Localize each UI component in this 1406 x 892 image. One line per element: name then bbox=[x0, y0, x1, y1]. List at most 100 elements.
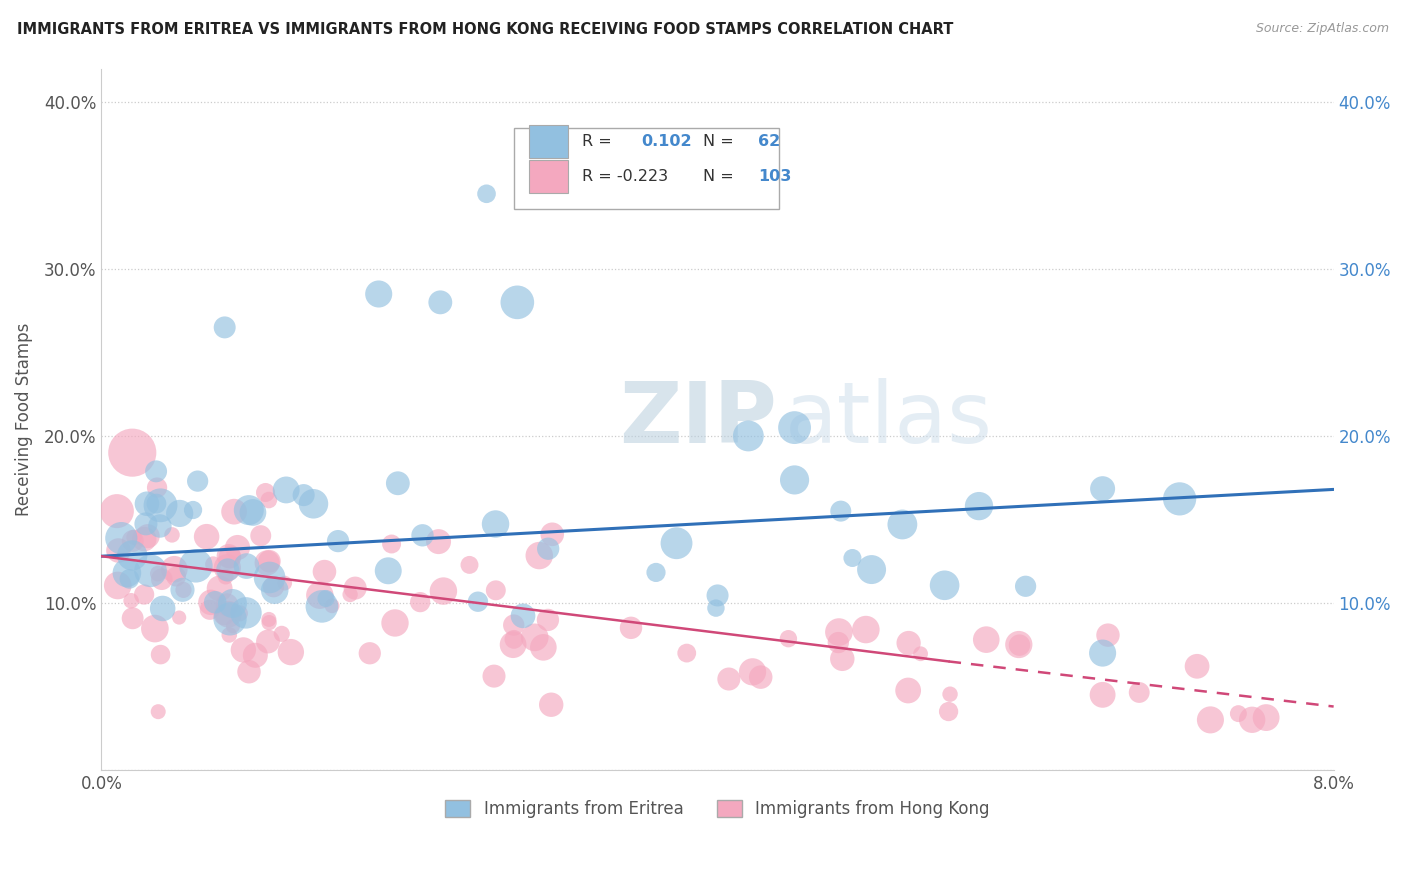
Point bbox=[359, 646, 381, 660]
Point bbox=[280, 645, 302, 659]
Point bbox=[783, 420, 806, 434]
Point bbox=[706, 589, 728, 603]
Point bbox=[704, 601, 727, 615]
Point bbox=[778, 632, 800, 646]
Point bbox=[152, 601, 174, 615]
Point bbox=[675, 646, 697, 660]
Point bbox=[212, 607, 235, 622]
Point bbox=[749, 670, 772, 684]
Point bbox=[134, 587, 156, 601]
FancyBboxPatch shape bbox=[529, 160, 568, 194]
Point bbox=[1008, 638, 1031, 652]
Point bbox=[737, 429, 759, 443]
Point bbox=[221, 597, 243, 611]
Point bbox=[169, 507, 191, 521]
Point bbox=[427, 534, 450, 549]
Point bbox=[326, 534, 349, 549]
Point bbox=[219, 550, 242, 565]
Text: 62: 62 bbox=[758, 134, 780, 149]
Legend: Immigrants from Eritrea, Immigrants from Hong Kong: Immigrants from Eritrea, Immigrants from… bbox=[439, 793, 997, 825]
Point bbox=[110, 531, 132, 545]
Point bbox=[860, 563, 883, 577]
Point bbox=[215, 598, 238, 612]
Point bbox=[232, 643, 254, 657]
Point bbox=[827, 635, 849, 649]
Point bbox=[214, 569, 236, 583]
Point bbox=[134, 532, 156, 546]
Point bbox=[135, 516, 157, 531]
Text: N =: N = bbox=[703, 134, 734, 149]
Point bbox=[149, 499, 172, 513]
Point bbox=[897, 636, 920, 650]
Point bbox=[1168, 491, 1191, 506]
Text: Source: ZipAtlas.com: Source: ZipAtlas.com bbox=[1256, 22, 1389, 36]
Text: ZIP: ZIP bbox=[619, 377, 776, 461]
Point bbox=[238, 503, 260, 517]
Point bbox=[257, 615, 280, 630]
Point bbox=[217, 607, 239, 622]
Text: 0.102: 0.102 bbox=[641, 134, 692, 149]
Point bbox=[245, 648, 267, 663]
Text: N =: N = bbox=[703, 169, 734, 184]
Point bbox=[367, 287, 389, 301]
Point bbox=[259, 554, 281, 568]
Point bbox=[302, 497, 325, 511]
Point bbox=[321, 599, 343, 613]
Point bbox=[939, 687, 962, 701]
Text: 103: 103 bbox=[758, 169, 792, 184]
Point bbox=[645, 566, 668, 580]
Point bbox=[1199, 713, 1222, 727]
Point bbox=[717, 672, 740, 686]
Text: atlas: atlas bbox=[786, 377, 993, 461]
Point bbox=[1008, 638, 1031, 652]
Point bbox=[897, 683, 920, 698]
Point bbox=[121, 549, 143, 563]
Point bbox=[115, 566, 138, 580]
Point bbox=[222, 619, 245, 633]
Point bbox=[537, 541, 560, 556]
Point bbox=[830, 504, 852, 518]
Point bbox=[276, 483, 298, 497]
Point bbox=[263, 580, 285, 594]
Point bbox=[202, 558, 225, 572]
Point bbox=[783, 473, 806, 487]
Point bbox=[540, 698, 562, 712]
Point bbox=[409, 595, 432, 609]
Point bbox=[314, 565, 336, 579]
Point bbox=[315, 591, 337, 606]
Point bbox=[270, 627, 292, 641]
Point bbox=[122, 530, 145, 544]
Point bbox=[145, 464, 167, 478]
Point bbox=[506, 295, 529, 310]
Point bbox=[242, 506, 264, 520]
Point bbox=[146, 566, 169, 581]
Point bbox=[387, 476, 409, 491]
Point bbox=[384, 615, 406, 630]
Point bbox=[974, 632, 997, 647]
Point bbox=[120, 593, 142, 607]
Point bbox=[537, 613, 560, 627]
Point bbox=[308, 588, 330, 602]
Point bbox=[458, 558, 481, 572]
Point bbox=[222, 505, 245, 519]
Point bbox=[432, 584, 454, 599]
Point bbox=[256, 556, 278, 570]
Point bbox=[257, 612, 280, 626]
Point bbox=[381, 537, 404, 551]
Point bbox=[257, 493, 280, 508]
Point bbox=[1014, 579, 1036, 593]
Point bbox=[218, 549, 240, 563]
Point bbox=[107, 543, 129, 558]
Point bbox=[855, 623, 877, 637]
Point bbox=[411, 528, 433, 542]
Point bbox=[121, 445, 143, 459]
Point bbox=[891, 517, 914, 532]
Point bbox=[163, 562, 186, 576]
Point bbox=[1256, 710, 1278, 724]
Point bbox=[429, 295, 451, 310]
Point bbox=[1227, 706, 1250, 721]
Point bbox=[938, 705, 960, 719]
Point bbox=[165, 569, 187, 583]
Point bbox=[136, 497, 159, 511]
Point bbox=[620, 621, 643, 635]
